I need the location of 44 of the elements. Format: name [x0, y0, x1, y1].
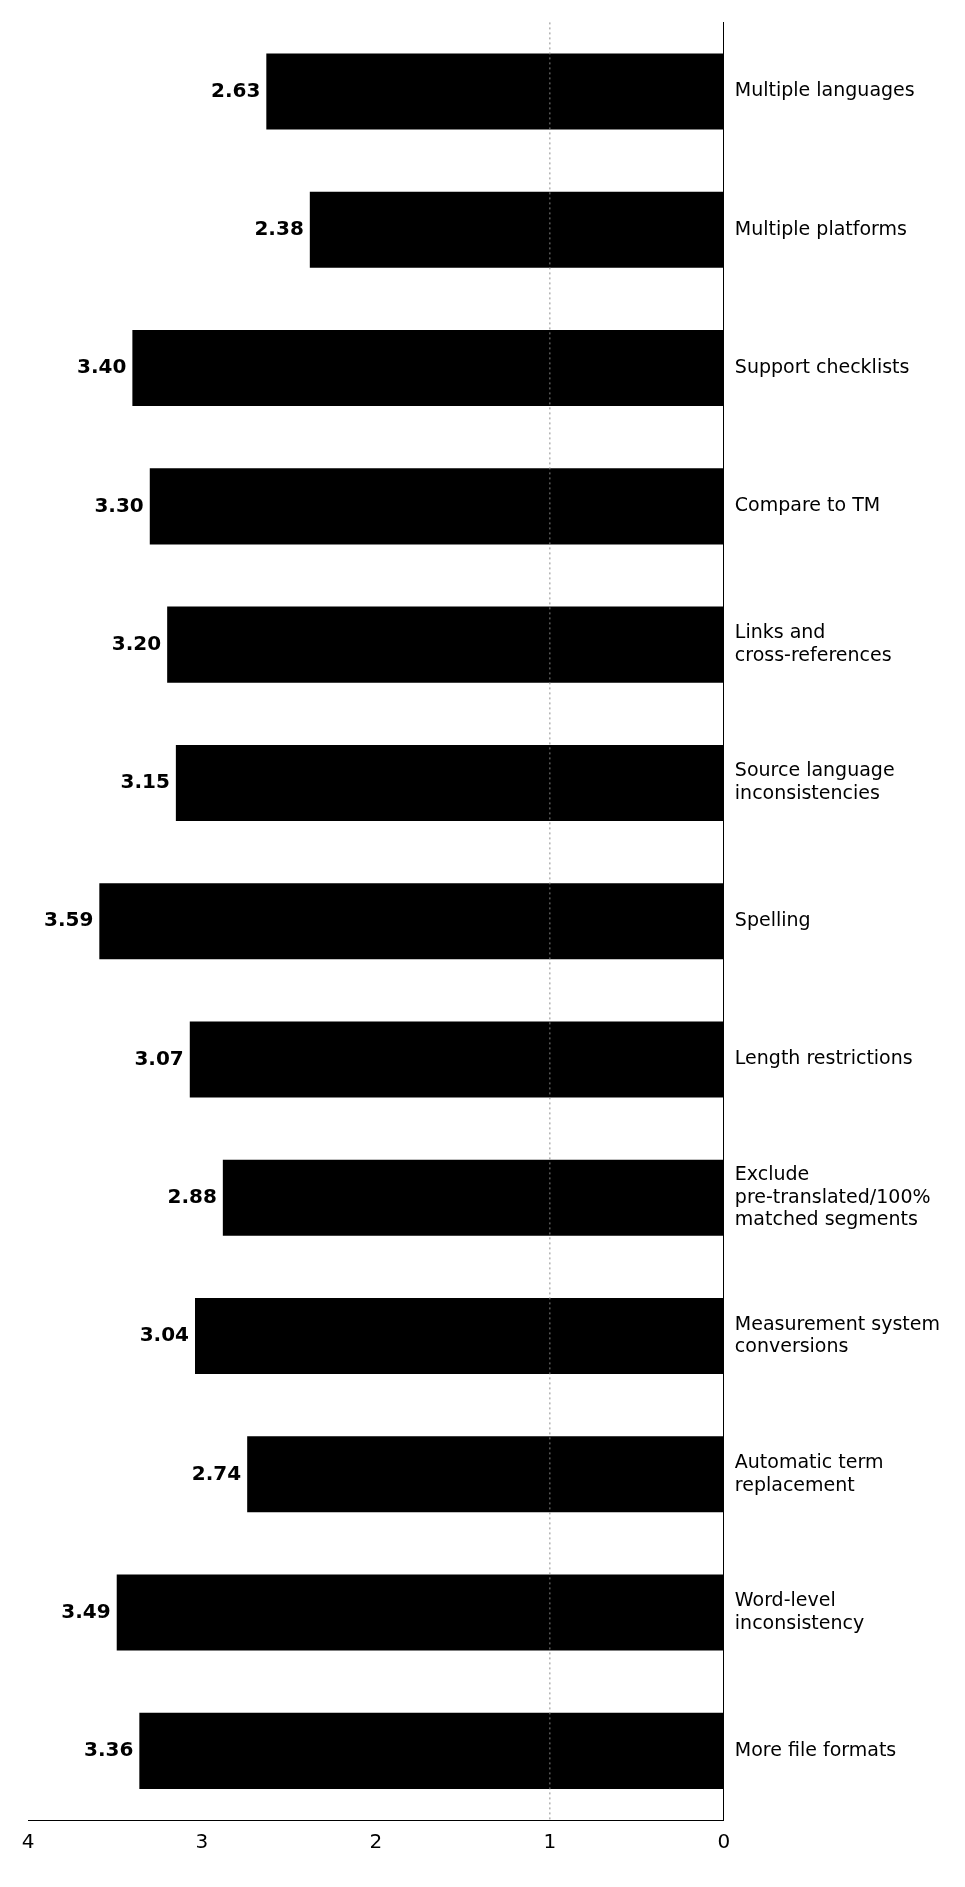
bar [247, 1436, 724, 1513]
data-label: 3.07 [134, 1045, 184, 1070]
bar [149, 468, 724, 545]
y-tick-label: Measurement system conversions [734, 1311, 940, 1357]
bar [99, 883, 724, 960]
bar [189, 1021, 724, 1098]
y-tick-label: Spelling [734, 908, 811, 931]
data-label: 3.36 [83, 1737, 134, 1762]
data-label: 3.15 [120, 769, 170, 794]
x-tick-label: 1 [543, 1829, 557, 1854]
y-tick-label: Links and cross-references [734, 620, 892, 665]
x-tick-label: 4 [21, 1829, 35, 1854]
x-tick-label: 0 [717, 1829, 731, 1854]
bar [116, 1574, 724, 1651]
data-label: 3.20 [111, 630, 162, 655]
bar [195, 1298, 724, 1375]
y-tick-label: Support checklists [734, 355, 910, 378]
bar [167, 606, 724, 683]
bar [222, 1159, 724, 1236]
data-label: 3.40 [77, 354, 127, 379]
y-tick-label: More file formats [734, 1737, 897, 1760]
data-label: 2.63 [210, 77, 261, 102]
bar [266, 53, 724, 130]
y-tick-label: Length restrictions [734, 1046, 913, 1069]
y-tick-label: Exclude pre-translated/100% matched segments [734, 1161, 931, 1230]
data-label: 2.88 [167, 1183, 217, 1208]
y-tick-label: Multiple platforms [734, 216, 907, 239]
bar [132, 330, 724, 407]
data-label: 3.30 [94, 492, 144, 517]
bar [309, 191, 724, 268]
x-tick-label: 2 [369, 1829, 383, 1854]
data-label: 3.49 [61, 1598, 111, 1623]
bar [139, 1712, 724, 1789]
y-tick-label: Multiple languages [734, 78, 915, 101]
y-tick-label: Word-level inconsistency [734, 1588, 865, 1633]
data-label: 2.38 [254, 216, 304, 241]
data-label: 3.04 [139, 1322, 189, 1347]
y-tick-label: Automatic term replacement [734, 1449, 884, 1495]
bar [175, 744, 724, 821]
x-tick-label: 3 [195, 1829, 209, 1854]
data-label: 3.59 [43, 907, 94, 932]
data-label: 2.74 [191, 1460, 242, 1485]
y-tick-label: Source language inconsistencies [734, 758, 895, 804]
y-tick-label: Compare to TM [734, 493, 881, 516]
